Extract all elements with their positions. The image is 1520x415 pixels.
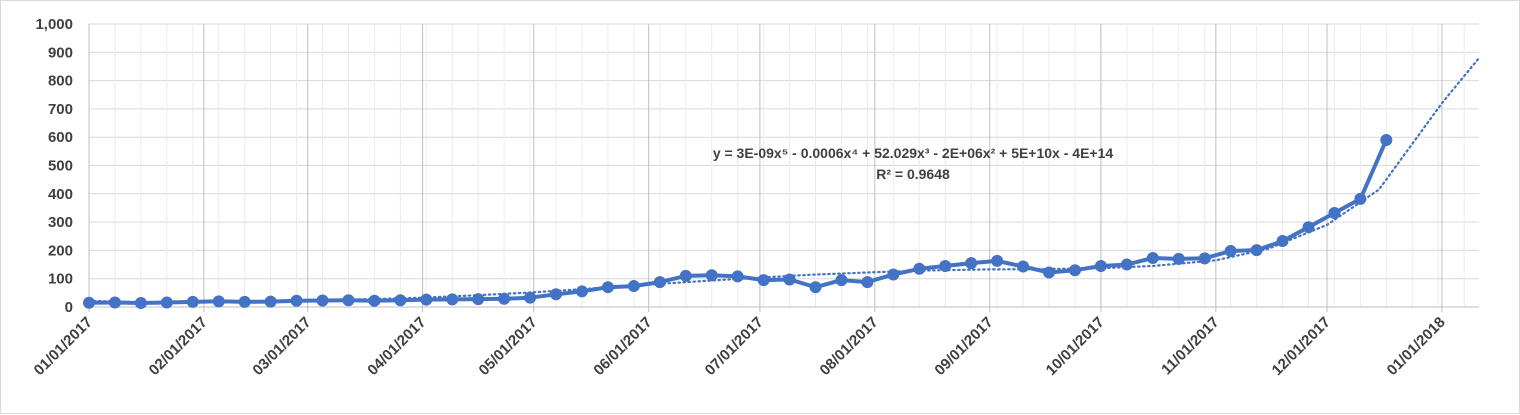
data-point (342, 294, 355, 307)
data-point (1328, 207, 1341, 220)
trendline-curve (87, 56, 1481, 304)
y-tick-label: 500 (48, 158, 73, 175)
data-point (212, 295, 225, 308)
data-point (368, 294, 381, 307)
data-point (1094, 259, 1107, 272)
data-point (394, 294, 407, 307)
data-point (1198, 252, 1211, 265)
y-tick-label: 100 (48, 271, 73, 288)
data-point (160, 296, 173, 309)
x-tick-label: 04/01/2017 (364, 314, 429, 379)
data-point (83, 296, 95, 309)
data-point (498, 292, 511, 305)
data-point (1043, 266, 1056, 279)
data-point (524, 291, 537, 304)
data-point (472, 293, 485, 306)
x-axis-tick-labels: 01/01/2017 02/01/2017 03/01/2017 04/01/2017… (31, 314, 1449, 379)
data-point (1146, 252, 1159, 265)
data-point (1172, 252, 1185, 265)
data-point (679, 269, 692, 282)
gridlines (88, 23, 1479, 312)
data-point (1276, 235, 1289, 248)
data-point (731, 270, 744, 283)
data-point (809, 281, 822, 294)
data-point (705, 269, 718, 282)
x-tick-label: 12/01/2017 (1269, 314, 1334, 379)
trendline-equation: y = 3E-09x⁵ - 0.0006x⁴ + 52.029x³ - 2E+0… (713, 145, 1114, 161)
data-point (913, 262, 926, 275)
data-point (861, 276, 874, 289)
x-tick-label: 05/01/2017 (476, 314, 541, 379)
y-tick-label: 800 (48, 73, 73, 90)
y-axis-tick-labels: 0 100 200 300 400 500 600 700 800 900 1,000 (35, 16, 73, 316)
y-tick-label: 200 (48, 242, 73, 259)
data-point (238, 295, 251, 308)
x-tick-label: 09/01/2017 (931, 314, 996, 379)
x-tick-label: 06/01/2017 (590, 314, 655, 379)
x-tick-label: 03/01/2017 (249, 314, 314, 379)
data-point (1017, 260, 1030, 273)
data-point (264, 295, 277, 308)
data-point (965, 257, 978, 270)
data-point (108, 296, 121, 309)
x-tick-label: 01/01/2018 (1384, 314, 1449, 379)
y-tick-label: 400 (48, 186, 73, 203)
data-point (1302, 221, 1315, 234)
data-series (83, 134, 1393, 310)
y-tick-label: 600 (48, 129, 73, 146)
data-point (1354, 192, 1367, 205)
data-point (783, 273, 796, 286)
y-tick-label: 0 (65, 299, 73, 316)
data-point (290, 294, 303, 307)
data-point (1120, 258, 1133, 271)
trendline-r-squared: R² = 0.9648 (876, 166, 950, 182)
data-point (887, 268, 900, 281)
data-point (939, 259, 952, 272)
data-point (575, 285, 588, 298)
data-point (446, 293, 459, 306)
data-point (991, 254, 1004, 267)
data-point (1224, 244, 1237, 257)
x-tick-label: 11/01/2017 (1158, 314, 1223, 379)
y-tick-label: 900 (48, 44, 73, 61)
x-tick-label: 08/01/2017 (817, 314, 882, 379)
x-tick-label: 01/01/2017 (31, 314, 96, 379)
data-point (1068, 264, 1081, 277)
y-tick-label: 1,000 (35, 16, 73, 33)
trendline (87, 56, 1481, 304)
y-tick-label: 300 (48, 214, 73, 231)
data-point (550, 288, 563, 301)
data-point (1380, 134, 1393, 147)
data-point (835, 274, 848, 287)
data-point (316, 294, 329, 307)
data-point (420, 293, 433, 306)
data-point (134, 297, 147, 310)
x-tick-label: 10/01/2017 (1043, 314, 1108, 379)
data-point (186, 295, 199, 308)
x-tick-label: 02/01/2017 (146, 314, 211, 379)
data-point (627, 280, 640, 293)
data-point (1250, 244, 1263, 257)
data-point (653, 276, 666, 289)
y-tick-label: 700 (48, 101, 73, 118)
x-tick-label: 07/01/2017 (702, 314, 767, 379)
data-point (601, 281, 614, 294)
data-point (757, 274, 770, 287)
